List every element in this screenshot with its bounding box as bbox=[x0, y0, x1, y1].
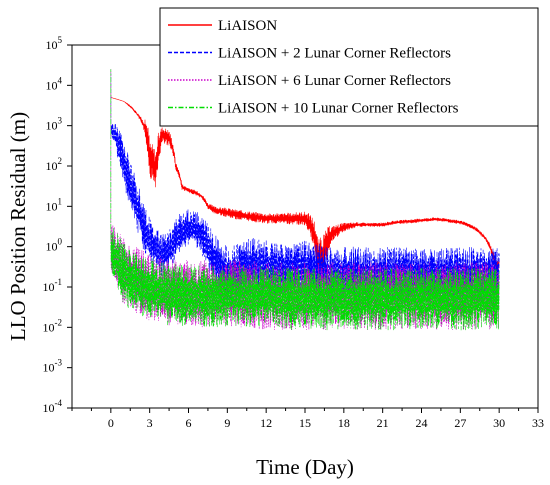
x-tick-label: 0 bbox=[108, 416, 114, 430]
x-tick-label: 15 bbox=[299, 416, 311, 430]
x-axis-ticks: 0 3 6 9 12 15 18 21 24 27 30 33 bbox=[71, 408, 544, 430]
legend-label: LiAISON + 2 Lunar Corner Reflectors bbox=[218, 46, 451, 62]
y-tick-label: 105 bbox=[46, 35, 63, 52]
series-line-4 bbox=[110, 69, 500, 331]
x-axis-title: Time (Day) bbox=[256, 455, 354, 479]
legend: LiAISON LiAISON + 2 Lunar Corner Reflecto… bbox=[159, 7, 539, 127]
series-line-1 bbox=[110, 94, 500, 277]
legend-label: LiAISON + 10 Lunar Corner Reflectors bbox=[218, 101, 459, 117]
y-tick-label: 10-2 bbox=[43, 317, 63, 334]
y-tick-label: 100 bbox=[46, 237, 63, 254]
y-tick-label: 103 bbox=[46, 116, 63, 133]
x-tick-label: 33 bbox=[532, 416, 544, 430]
x-tick-label: 30 bbox=[493, 416, 505, 430]
y-tick-label: 104 bbox=[46, 75, 63, 92]
y-axis-ticks: 10-4 10-3 10-2 10-1 100 101 102 103 104 105 bbox=[43, 35, 72, 415]
legend-box bbox=[159, 7, 539, 127]
x-tick-label: 27 bbox=[454, 416, 466, 430]
y-axis-title: LLO Position Residual (m) bbox=[6, 112, 30, 341]
series-layer bbox=[110, 69, 500, 331]
x-tick-label: 18 bbox=[338, 416, 350, 430]
y-tick-label: 102 bbox=[46, 156, 63, 173]
x-tick-label: 24 bbox=[416, 416, 428, 430]
x-tick-label: 3 bbox=[147, 416, 153, 430]
x-tick-label: 6 bbox=[186, 416, 192, 430]
legend-label: LiAISON + 6 Lunar Corner Reflectors bbox=[218, 73, 451, 89]
x-tick-label: 9 bbox=[224, 416, 230, 430]
y-tick-label: 10-1 bbox=[43, 277, 63, 294]
y-tick-label: 101 bbox=[46, 196, 63, 213]
y-tick-label: 10-3 bbox=[43, 358, 63, 375]
x-tick-label: 21 bbox=[377, 416, 389, 430]
legend-label: LiAISON bbox=[218, 18, 277, 34]
y-tick-label: 10-4 bbox=[43, 398, 63, 415]
x-tick-label: 12 bbox=[260, 416, 272, 430]
